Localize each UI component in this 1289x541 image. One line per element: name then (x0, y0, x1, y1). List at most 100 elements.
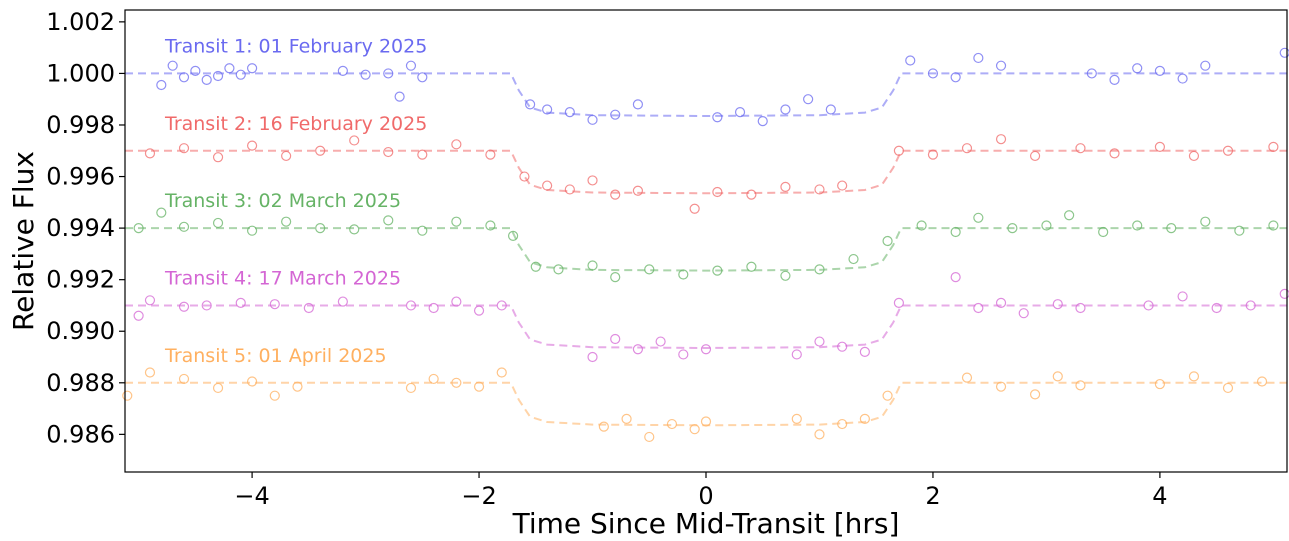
data-point (791, 413, 802, 424)
data-point (553, 264, 564, 275)
data-point (700, 344, 712, 355)
data-point (882, 390, 893, 401)
x-tick-label: −4 (234, 482, 269, 510)
data-point (178, 373, 190, 385)
data-point (292, 381, 303, 392)
data-point (678, 349, 689, 360)
plot-frame (124, 9, 1288, 473)
data-point (246, 225, 258, 236)
data-point (689, 424, 700, 435)
data-point (610, 271, 621, 283)
data-point (1075, 302, 1086, 314)
data-point (1154, 378, 1166, 390)
data-point (961, 143, 973, 154)
data-point (632, 185, 644, 196)
data-point (803, 94, 814, 105)
data-point (451, 296, 462, 307)
data-point (269, 299, 280, 310)
data-point (133, 310, 144, 321)
data-point (814, 429, 825, 440)
data-point (405, 60, 417, 71)
data-point (973, 212, 984, 223)
data-point (451, 216, 462, 227)
data-point (644, 264, 655, 275)
data-point (1200, 216, 1211, 227)
data-point (1256, 376, 1268, 387)
data-point (1279, 288, 1289, 299)
data-point (178, 143, 190, 154)
data-point (1177, 73, 1188, 84)
data-point (632, 99, 644, 110)
data-point (712, 186, 723, 198)
data-point (700, 416, 712, 427)
data-point (417, 149, 428, 160)
data-point (337, 65, 348, 76)
data-point (394, 91, 405, 102)
data-point (893, 145, 905, 156)
data-point (1132, 63, 1143, 74)
data-point (190, 65, 201, 76)
data-point (995, 134, 1007, 145)
data-point (973, 302, 984, 314)
data-point (1075, 143, 1086, 154)
data-point (485, 220, 496, 231)
data-point (144, 148, 156, 159)
data-point (269, 390, 280, 401)
data-point (995, 381, 1007, 392)
model-line (125, 304, 1287, 350)
model-line (125, 149, 1287, 195)
data-point (1222, 382, 1234, 394)
data-point (587, 114, 598, 125)
data-point (916, 220, 927, 231)
data-point (224, 63, 235, 74)
data-point (178, 301, 190, 312)
data-point (587, 351, 598, 363)
data-point (655, 336, 666, 347)
x-tick-label: −2 (461, 482, 496, 510)
data-point (496, 300, 507, 311)
data-point (201, 300, 212, 311)
x-tick-label: 4 (1152, 482, 1167, 510)
y-tick-label: 0.994 (46, 214, 115, 242)
data-point (383, 215, 394, 226)
model-line (125, 227, 1287, 272)
data-point (235, 69, 246, 80)
data-point (1154, 65, 1166, 76)
data-point (1086, 68, 1097, 79)
data-point (246, 376, 258, 387)
data-point (814, 264, 825, 275)
data-point (837, 341, 848, 352)
data-point (927, 149, 939, 160)
data-point (859, 346, 870, 357)
y-tick-label: 0.986 (46, 420, 115, 448)
series-label: Transit 3: 02 March 2025 (164, 190, 401, 212)
data-point (349, 135, 360, 146)
data-point (451, 377, 462, 388)
data-point (178, 72, 190, 83)
data-point (144, 295, 156, 306)
data-point (451, 139, 462, 150)
data-point (1222, 145, 1234, 156)
data-point (814, 336, 825, 347)
data-point (610, 189, 621, 200)
y-tick-label: 0.996 (46, 163, 115, 191)
data-point (519, 171, 530, 182)
data-point (587, 175, 598, 186)
data-point (644, 431, 655, 443)
data-point (303, 302, 314, 314)
data-point (746, 261, 757, 272)
data-point (632, 344, 644, 355)
data-point (281, 216, 292, 227)
data-point (156, 207, 167, 218)
data-point (564, 184, 575, 195)
data-point (1064, 210, 1075, 221)
data-point (1109, 148, 1120, 159)
data-point (780, 270, 791, 281)
y-tick-label: 0.990 (46, 317, 115, 345)
x-axis-label: Time Since Mid-Transit [hrs] (512, 507, 900, 540)
data-point (1234, 225, 1245, 236)
data-point (1268, 220, 1279, 231)
y-tick-label: 1.000 (46, 59, 115, 87)
